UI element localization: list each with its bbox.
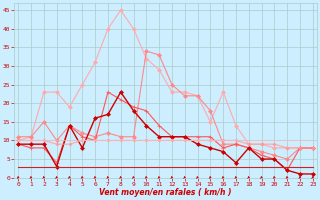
X-axis label: Vent moyen/en rafales ( km/h ): Vent moyen/en rafales ( km/h ) <box>99 188 232 197</box>
